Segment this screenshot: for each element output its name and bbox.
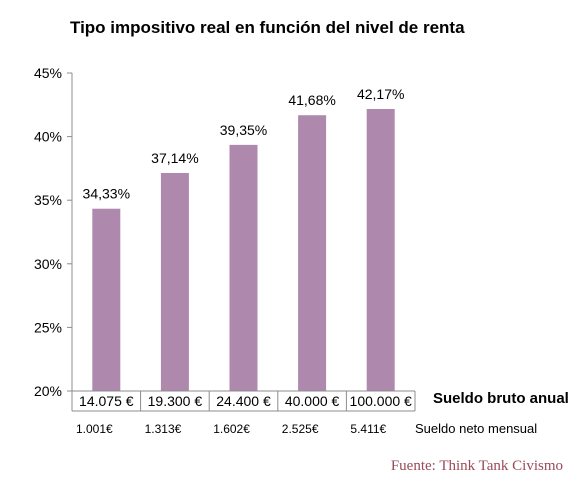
category-axis-title: Sueldo bruto anual [433, 390, 569, 407]
data-label: 39,35% [220, 122, 267, 138]
y-tick-label: 20% [34, 383, 62, 399]
chart-title: Tipo impositivo real en función del nive… [70, 18, 465, 37]
x-tick-label: 24.400 € [216, 393, 271, 409]
bar [92, 208, 121, 391]
x-tick-label: 40.000 € [285, 393, 340, 409]
y-tick-label: 45% [34, 65, 62, 81]
source-note: Fuente: Think Tank Civismo [390, 458, 563, 474]
secondary-label: 1.602€ [213, 422, 250, 436]
secondary-label: 1.001€ [76, 422, 113, 436]
y-tick-label: 40% [34, 129, 62, 145]
y-tick-label: 30% [34, 256, 62, 272]
x-tick-label: 14.075 € [79, 393, 134, 409]
y-tick-label: 35% [34, 192, 62, 208]
bar [160, 172, 189, 391]
data-label: 42,17% [357, 86, 404, 102]
secondary-label: 1.313€ [145, 422, 182, 436]
secondary-label: 2.525€ [282, 422, 319, 436]
data-label: 41,68% [288, 92, 335, 108]
bar [366, 108, 395, 392]
secondary-label: 5.411€ [350, 422, 386, 436]
bar [229, 144, 258, 391]
secondary-axis-title: Sueldo neto mensual [415, 421, 537, 436]
x-tick-label: 100.000 € [350, 393, 412, 409]
bar [298, 115, 327, 391]
y-tick-label: 25% [34, 319, 62, 335]
x-tick-label: 19.300 € [148, 393, 203, 409]
data-label: 37,14% [151, 150, 198, 166]
data-label: 34,33% [83, 186, 130, 202]
